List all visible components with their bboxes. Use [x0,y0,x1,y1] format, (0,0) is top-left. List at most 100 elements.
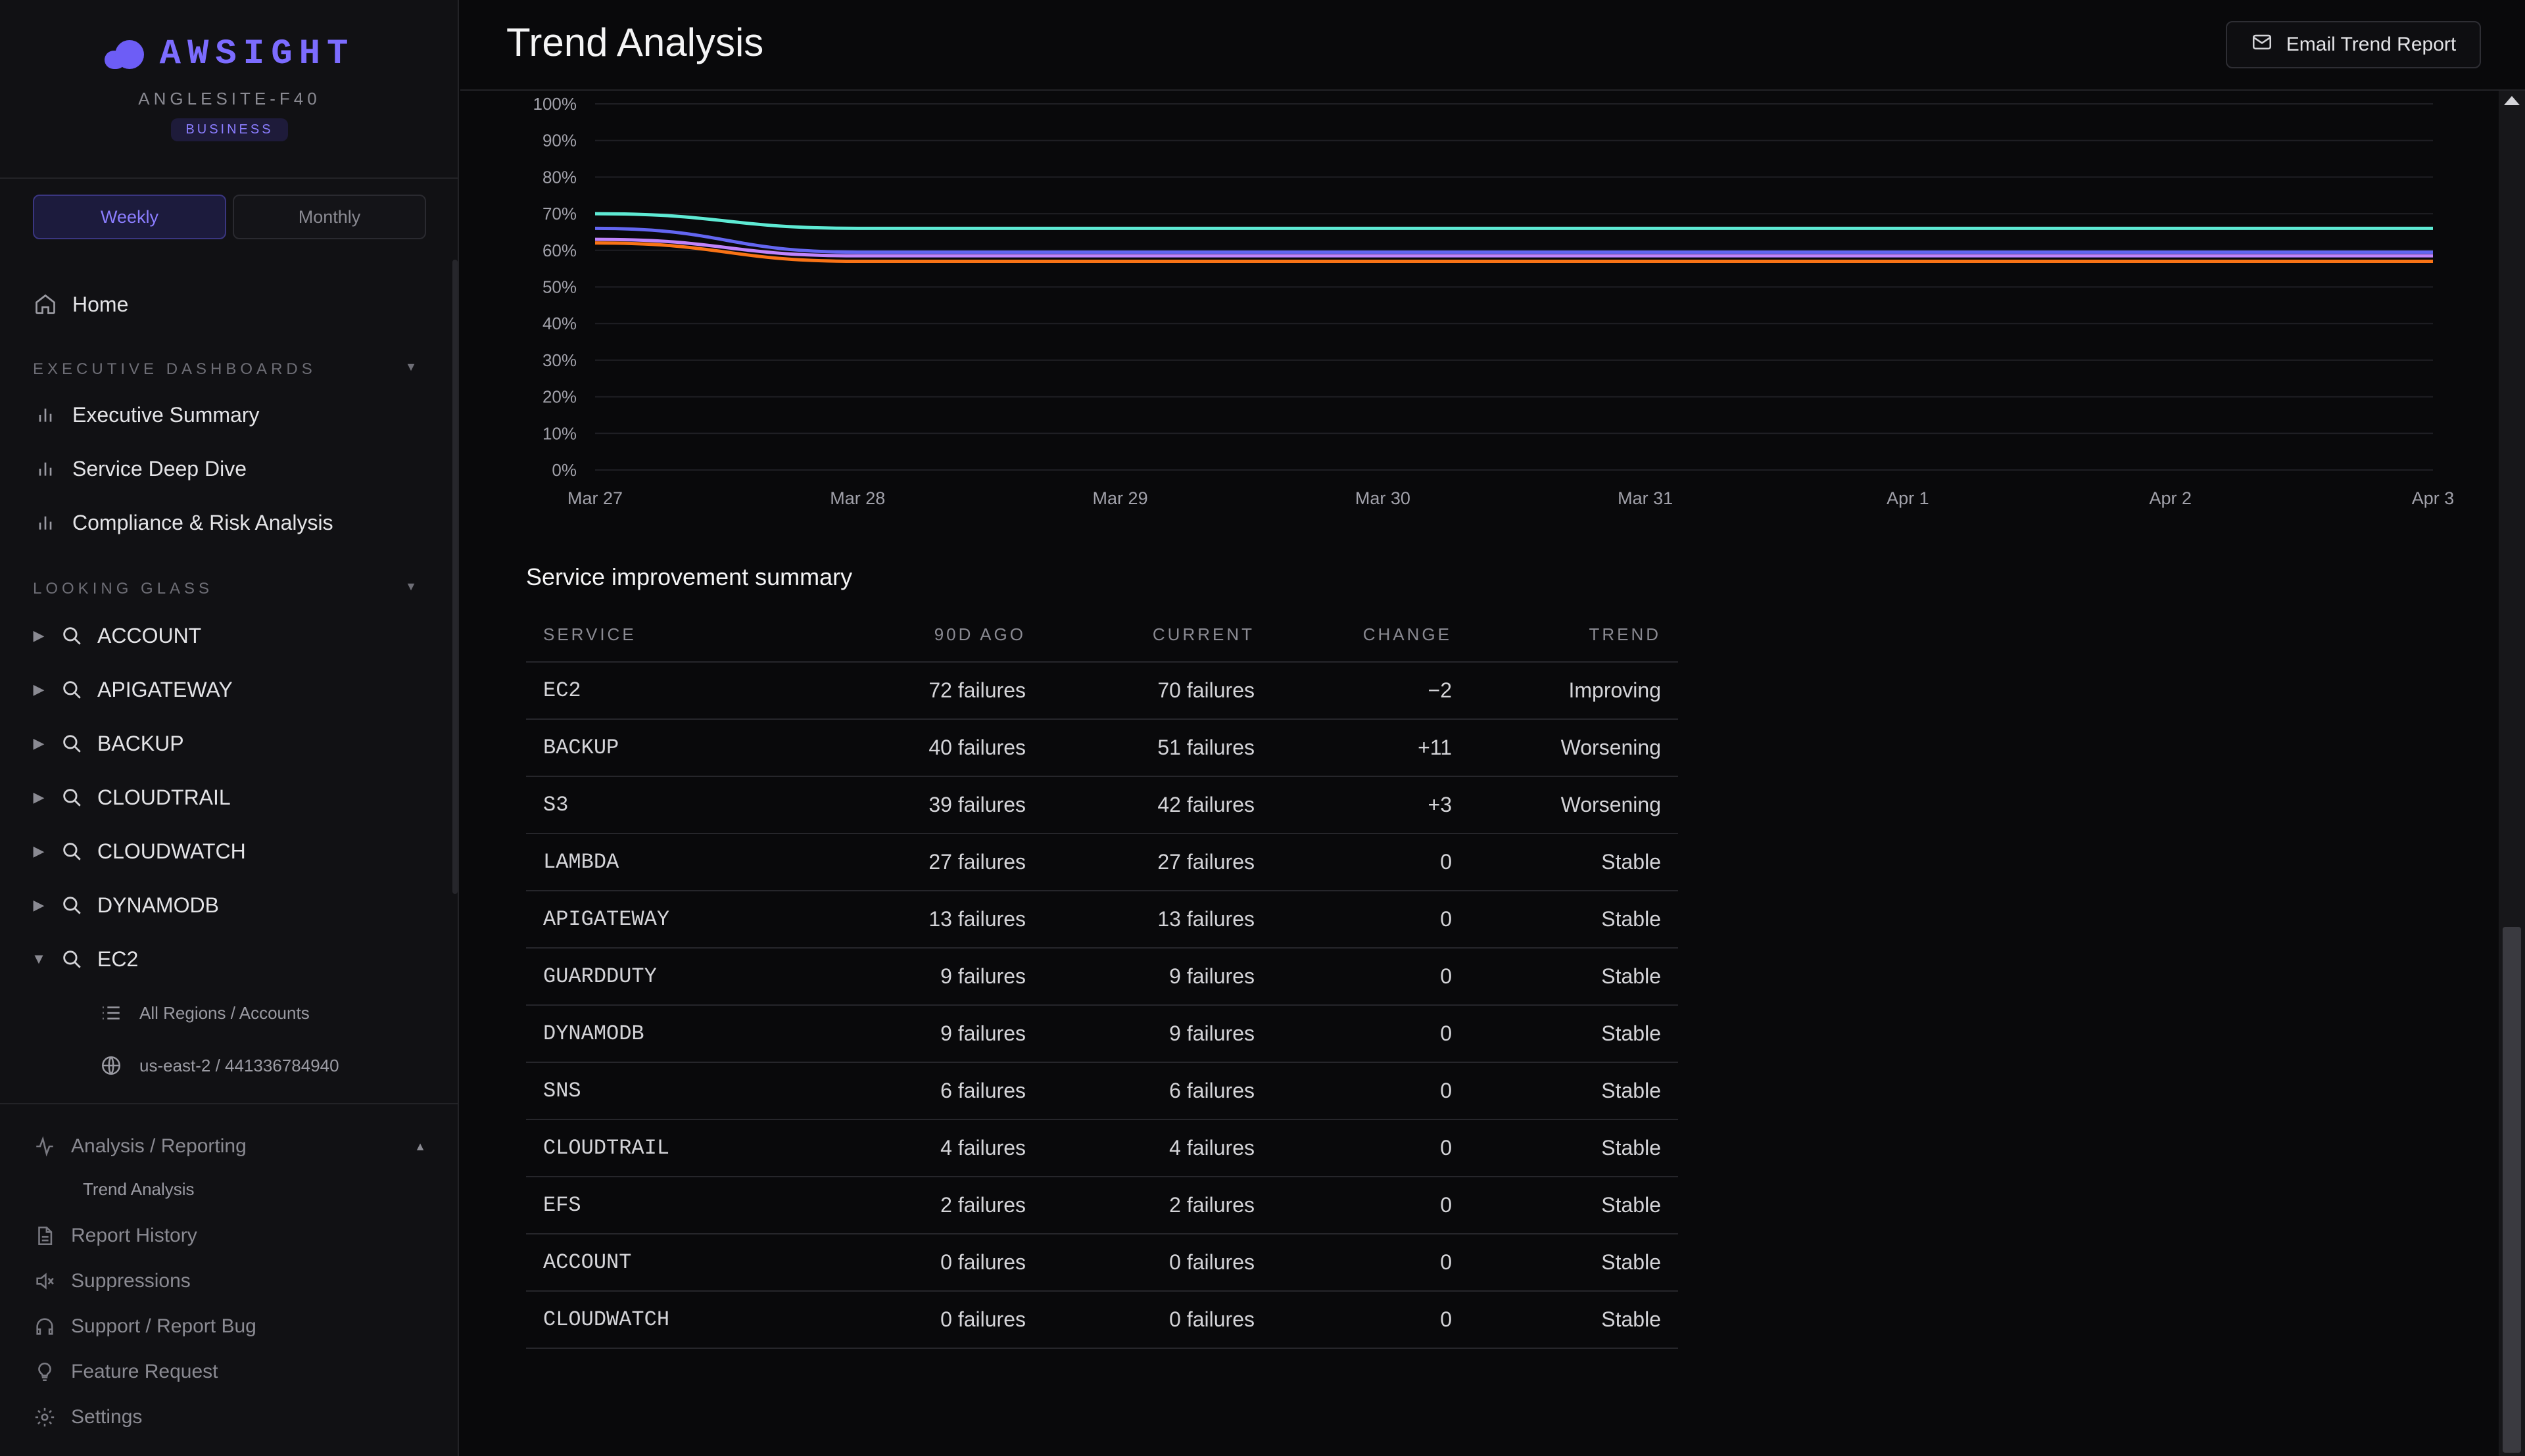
y-tick-label: 90% [542,131,577,151]
nav-support[interactable]: Support / Report Bug [33,1315,256,1338]
column-header-current[interactable]: CURRENT [1043,608,1272,663]
search-icon [59,785,84,810]
scroll-up-arrow-icon[interactable] [2504,96,2520,105]
tree-label: EC2 [97,947,139,971]
column-header-change[interactable]: CHANGE [1272,608,1469,663]
tree-label: BACKUP [97,731,184,755]
collapse-caret-icon: ▼ [405,580,421,593]
column-header-service[interactable]: SERVICE [526,608,815,663]
tree-item-cloudtrail[interactable]: ▶ CLOUDTRAIL [32,785,231,810]
caret-right-icon: ▶ [33,789,45,805]
table-row[interactable]: APIGATEWAY 13 failures 13 failures 0 Stable [526,891,1678,949]
column-header-trend[interactable]: TREND [1469,608,1678,663]
tree-item-account[interactable]: ▶ ACCOUNT [32,623,202,648]
cell-change: +11 [1272,719,1469,777]
cell-90d-ago: 0 failures [815,1291,1043,1349]
table-header-row: SERVICE 90D AGO CURRENT CHANGE TREND [526,608,1678,663]
cell-current: 51 failures [1043,719,1272,777]
table-row[interactable]: GUARDDUTY 9 failures 9 failures 0 Stable [526,948,1678,1006]
cell-service: CLOUDWATCH [526,1291,815,1349]
y-tick-label: 20% [542,387,577,407]
table-row[interactable]: LAMBDA 27 failures 27 failures 0 Stable [526,834,1678,891]
nav-suppressions[interactable]: Suppressions [33,1269,191,1293]
cell-current: 6 failures [1043,1062,1272,1120]
cell-trend: Worsening [1469,776,1678,834]
nav-label: Suppressions [71,1270,191,1292]
nav-trend-analysis[interactable]: Trend Analysis [83,1179,195,1200]
cell-90d-ago: 40 failures [815,719,1043,777]
nav-feature-request[interactable]: Feature Request [33,1360,218,1384]
period-weekly-button[interactable]: Weekly [33,195,226,239]
table-row[interactable]: BACKUP 40 failures 51 failures +11 Worsening [526,719,1678,777]
cell-90d-ago: 4 failures [815,1119,1043,1177]
table-row[interactable]: CLOUDTRAIL 4 failures 4 failures 0 Stable [526,1119,1678,1177]
nav-service-deep-dive[interactable]: Service Deep Dive [33,456,247,481]
period-monthly-button[interactable]: Monthly [233,195,426,239]
cell-service: SNS [526,1062,815,1120]
tree-item-ec2[interactable]: ▼ EC2 [32,947,138,972]
table-row[interactable]: SNS 6 failures 6 failures 0 Stable [526,1062,1678,1120]
cell-current: 9 failures [1043,948,1272,1006]
ec2-all-regions[interactable]: All Regions / Accounts [99,1000,310,1025]
sub-item-label: All Regions / Accounts [139,1002,310,1023]
series-line-3 [594,241,2433,264]
lightbulb-icon [33,1360,57,1384]
search-icon [59,731,84,756]
x-tick-label: Mar 28 [830,488,885,508]
table-row[interactable]: DYNAMODB 9 failures 9 failures 0 Stable [526,1005,1678,1063]
search-icon [59,947,84,972]
table-row[interactable]: S3 39 failures 42 failures +3 Worsening [526,776,1678,834]
tree-item-cloudwatch[interactable]: ▶ CLOUDWATCH [32,839,246,864]
series-line-1 [594,226,2433,254]
section-looking-glass[interactable]: LOOKING GLASS ▼ [33,580,421,598]
caret-right-icon: ▶ [33,897,45,913]
tree-item-backup[interactable]: ▶ BACKUP [32,731,184,756]
list-icon [99,1000,124,1025]
nav-home[interactable]: Home [33,292,128,317]
cell-90d-ago: 9 failures [815,1005,1043,1063]
nav-report-history[interactable]: Report History [33,1224,197,1248]
cell-current: 0 failures [1043,1234,1272,1292]
period-toggle: Weekly Monthly [33,195,426,239]
cell-trend: Stable [1469,1005,1678,1063]
globe-icon [99,1053,124,1078]
table-row[interactable]: EC2 72 failures 70 failures −2 Improving [526,662,1678,720]
cell-service: APIGATEWAY [526,891,815,949]
nav-analysis-reporting[interactable]: Analysis / Reporting ▲ [33,1135,426,1158]
x-tick-label: Mar 31 [1618,488,1673,508]
table-row[interactable]: CLOUDWATCH 0 failures 0 failures 0 Stable [526,1291,1678,1349]
ec2-region-account[interactable]: us-east-2 / 441336784940 [99,1053,339,1078]
tree-item-dynamodb[interactable]: ▶ DYNAMODB [32,893,219,918]
cell-current: 70 failures [1043,662,1272,720]
section-executive-dashboards[interactable]: EXECUTIVE DASHBOARDS ▼ [33,360,421,379]
cell-90d-ago: 0 failures [815,1234,1043,1292]
cell-change: 0 [1272,834,1469,891]
table-row[interactable]: ACCOUNT 0 failures 0 failures 0 Stable [526,1234,1678,1292]
cell-trend: Improving [1469,662,1678,720]
nav-label: Report History [71,1225,197,1246]
cell-current: 9 failures [1043,1005,1272,1063]
nav-label: Feature Request [71,1361,218,1382]
column-header-90d-ago[interactable]: 90D AGO [815,608,1043,663]
main-scrollbar[interactable] [2499,91,2525,1456]
scrollbar-thumb[interactable] [2503,927,2521,1453]
series-line-0 [594,212,2433,230]
x-tick-label: Apr 1 [1887,488,1929,508]
nav-settings[interactable]: Settings [33,1405,142,1429]
cell-change: +3 [1272,776,1469,834]
divider [0,177,459,179]
email-trend-report-button[interactable]: Email Trend Report [2226,21,2481,68]
nav-compliance-risk[interactable]: Compliance & Risk Analysis [33,510,333,535]
search-icon [59,677,84,702]
y-tick-label: 40% [542,314,577,333]
service-summary-table: SERVICE 90D AGO CURRENT CHANGE TREND EC2… [526,608,1678,1349]
x-tick-label: Apr 2 [2149,488,2192,508]
table-row[interactable]: EFS 2 failures 2 failures 0 Stable [526,1177,1678,1234]
cell-current: 42 failures [1043,776,1272,834]
sidebar-scrollbar[interactable] [452,260,458,894]
y-tick-label: 30% [542,350,577,370]
nav-executive-summary[interactable]: Executive Summary [33,402,260,427]
tree-item-apigateway[interactable]: ▶ APIGATEWAY [32,677,233,702]
nav-label: Support / Report Bug [71,1315,256,1337]
x-tick-label: Mar 29 [1093,488,1148,508]
